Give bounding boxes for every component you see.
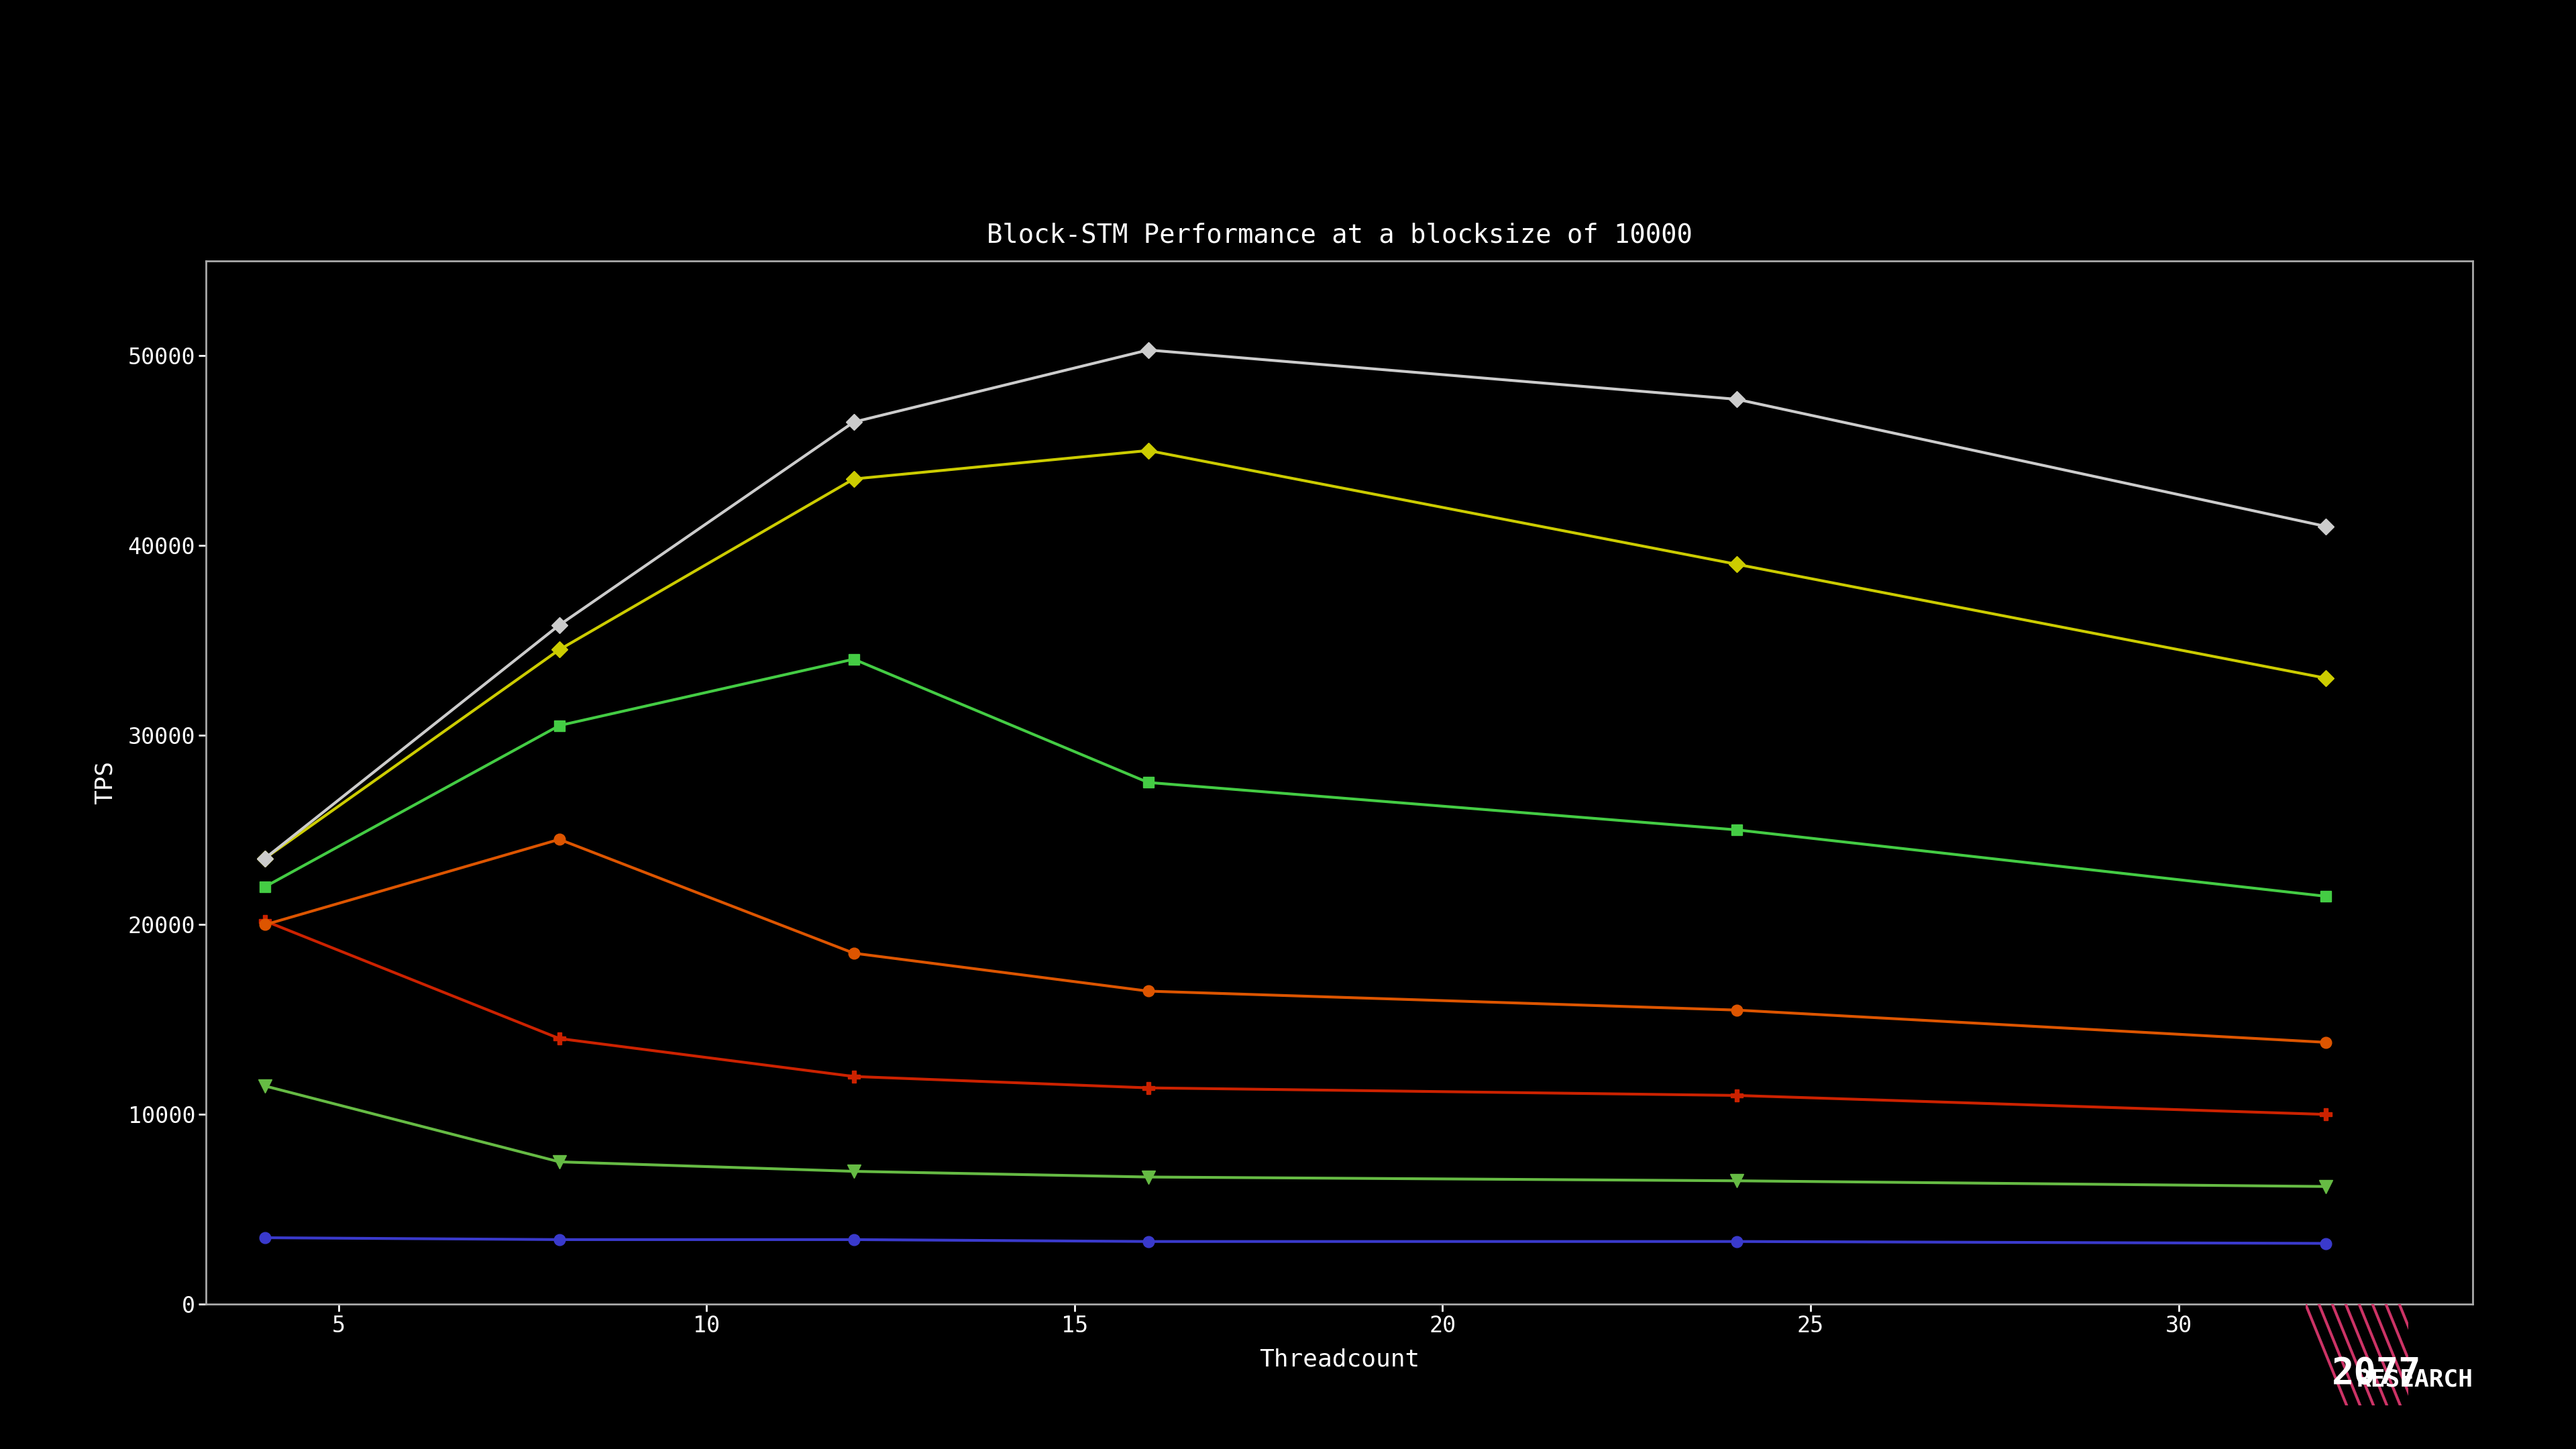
2 accs	[1133, 1233, 1164, 1250]
20 accs	[2311, 1106, 2342, 1123]
20 accs	[250, 913, 281, 930]
30 accs	[544, 830, 574, 848]
10 accs	[837, 1162, 868, 1179]
2 accs	[837, 1230, 868, 1248]
100 accs	[1721, 391, 1752, 409]
2 accs	[250, 1229, 281, 1246]
30 accs	[837, 945, 868, 962]
Line: 30 accs: 30 accs	[260, 833, 2331, 1048]
50 accs	[250, 878, 281, 895]
Line: 80 accs: 80 accs	[260, 445, 2331, 864]
50 accs	[1721, 822, 1752, 839]
2 accs	[544, 1230, 574, 1248]
100 accs	[2311, 517, 2342, 535]
80 accs	[837, 471, 868, 488]
10 accs	[1133, 1168, 1164, 1185]
80 accs	[250, 849, 281, 867]
10 accs	[2311, 1178, 2342, 1195]
2 accs	[1721, 1233, 1752, 1250]
80 accs	[544, 640, 574, 658]
10 accs	[1721, 1172, 1752, 1190]
Text: 2077: 2077	[2331, 1355, 2421, 1391]
Text: RESEARCH: RESEARCH	[2357, 1368, 2473, 1391]
100 accs	[1133, 342, 1164, 359]
20 accs	[1721, 1087, 1752, 1104]
30 accs	[1721, 1001, 1752, 1019]
50 accs	[837, 651, 868, 668]
20 accs	[837, 1068, 868, 1085]
80 accs	[1133, 442, 1164, 459]
30 accs	[250, 916, 281, 933]
Line: 50 accs: 50 accs	[260, 653, 2331, 901]
Y-axis label: TPS: TPS	[93, 761, 116, 804]
10 accs	[544, 1153, 574, 1171]
10 accs	[250, 1077, 281, 1094]
100 accs	[250, 849, 281, 867]
80 accs	[1721, 555, 1752, 572]
Line: 10 accs: 10 accs	[258, 1080, 2331, 1193]
20 accs	[1133, 1080, 1164, 1097]
Line: 100 accs: 100 accs	[260, 345, 2331, 864]
2 accs	[2311, 1235, 2342, 1252]
30 accs	[2311, 1033, 2342, 1051]
50 accs	[1133, 774, 1164, 791]
Title: Block-STM Performance at a blocksize of 10000: Block-STM Performance at a blocksize of …	[987, 222, 1692, 248]
X-axis label: Threadcount: Threadcount	[1260, 1348, 1419, 1371]
80 accs	[2311, 669, 2342, 687]
Line: 2 accs: 2 accs	[260, 1232, 2331, 1249]
20 accs	[544, 1030, 574, 1048]
50 accs	[544, 717, 574, 735]
100 accs	[544, 616, 574, 633]
30 accs	[1133, 982, 1164, 1000]
50 accs	[2311, 888, 2342, 906]
100 accs	[837, 413, 868, 430]
Line: 20 accs: 20 accs	[260, 914, 2331, 1120]
